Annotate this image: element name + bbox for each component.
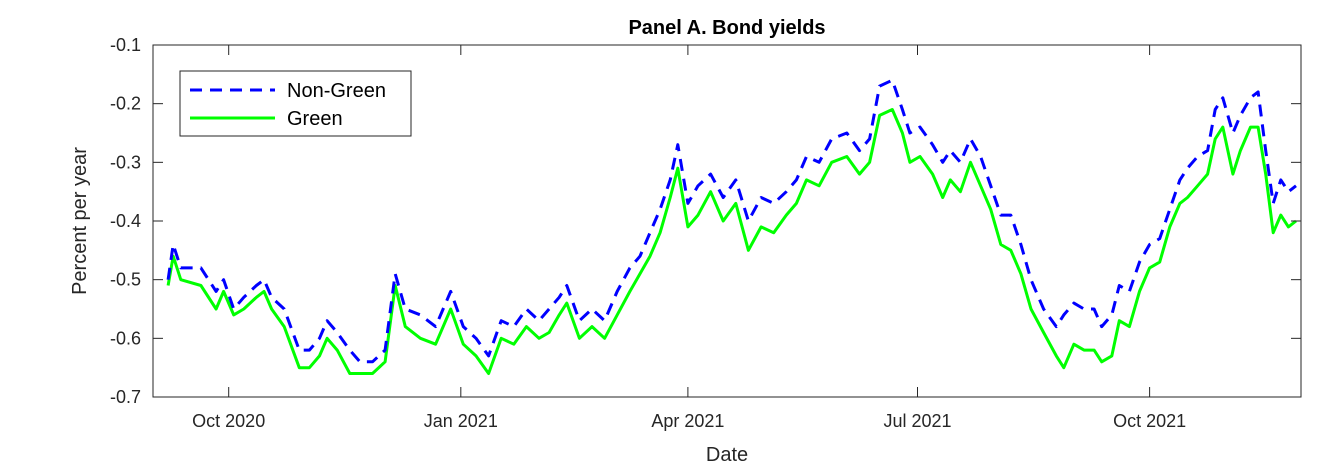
chart-title: Panel A. Bond yields bbox=[628, 17, 825, 39]
y-tick-label: -0.2 bbox=[110, 94, 141, 114]
x-axis-label: Date bbox=[706, 444, 748, 466]
y-tick-label: -0.4 bbox=[110, 211, 141, 231]
legend: Non-Green Green bbox=[179, 70, 412, 137]
legend-label-non-green: Non-Green bbox=[287, 80, 386, 102]
y-axis-label: Percent per year bbox=[69, 147, 91, 295]
x-tick-label: Oct 2020 bbox=[192, 411, 265, 431]
x-tick-label: Jul 2021 bbox=[883, 411, 951, 431]
y-tick-label: -0.1 bbox=[110, 35, 141, 55]
x-tick-label: Jan 2021 bbox=[424, 411, 498, 431]
legend-label-green: Green bbox=[287, 108, 343, 130]
y-tick-label: -0.3 bbox=[110, 152, 141, 172]
x-tick-label: Oct 2021 bbox=[1113, 411, 1186, 431]
series-line-green bbox=[166, 108, 1297, 375]
series-layer bbox=[166, 78, 1297, 375]
y-tick-label: -0.5 bbox=[110, 270, 141, 290]
y-tick-label: -0.6 bbox=[110, 328, 141, 348]
x-tick-label: Apr 2021 bbox=[651, 411, 724, 431]
legend-box bbox=[179, 70, 412, 137]
series-line-non-green bbox=[166, 78, 1297, 364]
y-tick-label: -0.7 bbox=[110, 387, 141, 407]
x-axis: Oct 2020 Jan 2021 Apr 2021 Jul 2021 Oct 2021 bbox=[192, 45, 1186, 431]
y-axis: -0.1 -0.2 -0.3 -0.4 -0.5 -0.6 -0.7 bbox=[110, 35, 1301, 407]
